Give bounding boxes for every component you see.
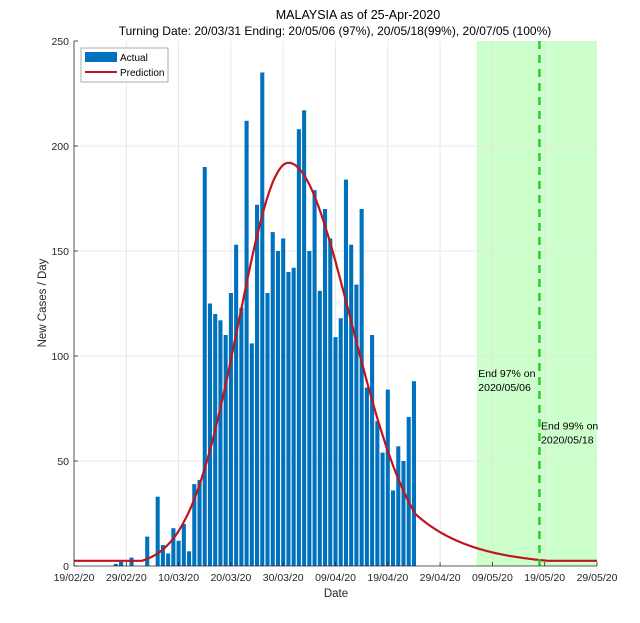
bar-actual bbox=[401, 461, 406, 566]
bar-actual bbox=[119, 561, 124, 566]
bar-actual bbox=[359, 209, 364, 566]
actual-bars bbox=[113, 72, 416, 567]
prediction-curve-group bbox=[74, 161, 597, 562]
y-tick-label: 0 bbox=[63, 561, 69, 573]
x-tick-label: 29/04/20 bbox=[420, 572, 461, 584]
bar-actual bbox=[275, 251, 281, 566]
bar-actual bbox=[239, 307, 244, 566]
end-region-shading bbox=[476, 41, 597, 566]
bar-actual bbox=[228, 293, 233, 566]
x-tick-label: 19/05/20 bbox=[524, 572, 565, 584]
annotation-text: 2020/05/18 bbox=[541, 435, 594, 447]
bar-actual bbox=[312, 190, 317, 566]
bar-actual bbox=[155, 496, 160, 566]
legend: Actual Prediction bbox=[80, 47, 169, 83]
bar-actual bbox=[390, 490, 396, 566]
bar-actual bbox=[281, 238, 286, 566]
bar-actual bbox=[385, 389, 390, 566]
bar-actual bbox=[171, 528, 176, 566]
y-tick-label: 100 bbox=[51, 351, 69, 363]
bar-actual bbox=[234, 244, 239, 566]
bar-actual bbox=[187, 551, 192, 566]
bar-actual bbox=[375, 421, 380, 566]
annotation-text: 2020/05/06 bbox=[478, 382, 531, 394]
chart-title: MALAYSIA as of 25-Apr-2020 bbox=[276, 8, 440, 22]
bar-actual bbox=[260, 72, 265, 566]
bar-actual bbox=[406, 416, 411, 566]
bar-actual bbox=[223, 335, 228, 566]
bar-actual bbox=[307, 251, 312, 566]
end-region-rect bbox=[476, 41, 597, 566]
x-tick-label: 09/05/20 bbox=[472, 572, 513, 584]
bar-actual bbox=[323, 209, 328, 566]
x-axis-label: Date bbox=[324, 588, 348, 600]
x-tick-label: 19/04/20 bbox=[367, 572, 408, 584]
x-tick-label: 19/02/20 bbox=[54, 572, 95, 584]
bar-actual bbox=[364, 387, 369, 566]
x-tick-label: 29/02/20 bbox=[106, 572, 147, 584]
bar-actual bbox=[296, 129, 301, 566]
bar-actual bbox=[181, 524, 186, 566]
x-tick-label: 10/03/20 bbox=[158, 572, 199, 584]
bar-actual bbox=[286, 272, 291, 566]
bar-actual bbox=[270, 232, 275, 566]
bar-actual bbox=[411, 381, 416, 566]
axes bbox=[73, 40, 598, 567]
bar-actual bbox=[244, 120, 249, 567]
bar-actual bbox=[197, 479, 202, 566]
annotation-text: End 99% on bbox=[541, 421, 598, 433]
tick-labels: 0 50 100 150 200 250 19/02/20 29/02/20 10/03/20 2… bbox=[51, 36, 617, 584]
x-tick-label: 20/03/20 bbox=[210, 572, 251, 584]
bar-actual bbox=[145, 536, 150, 566]
bar-actual bbox=[166, 553, 171, 566]
y-tick-label: 50 bbox=[57, 456, 69, 468]
bar-actual bbox=[333, 337, 338, 566]
y-tick-label: 250 bbox=[51, 36, 69, 48]
bar-actual bbox=[213, 314, 218, 566]
bar-actual bbox=[207, 303, 213, 566]
bar-actual bbox=[255, 204, 260, 567]
y-axis-label: New Cases / Day bbox=[37, 258, 49, 347]
y-tick-label: 200 bbox=[51, 141, 69, 153]
x-tick-label: 09/04/20 bbox=[315, 572, 356, 584]
x-tick-label: 29/05/20 bbox=[577, 572, 618, 584]
bar-actual bbox=[113, 563, 118, 566]
legend-swatch-actual bbox=[85, 52, 117, 62]
legend-label-actual: Actual bbox=[120, 53, 148, 64]
bar-actual bbox=[328, 238, 333, 566]
bar-actual bbox=[370, 335, 375, 566]
bar-actual bbox=[218, 320, 223, 566]
bar-actual bbox=[396, 446, 401, 566]
annotation-text: End 97% on bbox=[478, 368, 535, 380]
bar-actual bbox=[343, 179, 348, 566]
chart-subtitle: Turning Date: 20/03/31 Ending: 20/05/06 … bbox=[119, 24, 552, 38]
prediction-curve bbox=[74, 161, 597, 562]
bar-actual bbox=[160, 545, 165, 566]
bar-actual bbox=[302, 110, 307, 567]
x-tick-label: 30/03/20 bbox=[263, 572, 304, 584]
bar-actual bbox=[265, 293, 270, 566]
bar-actual bbox=[291, 267, 296, 566]
bar-actual bbox=[202, 167, 207, 566]
legend-label-prediction: Prediction bbox=[120, 68, 164, 79]
y-tick-label: 150 bbox=[51, 246, 69, 258]
bar-actual bbox=[349, 244, 354, 566]
bar-actual bbox=[380, 452, 385, 566]
bar-actual bbox=[338, 318, 343, 566]
bar-actual bbox=[249, 343, 254, 566]
bar-actual bbox=[354, 284, 359, 566]
bar-actual bbox=[176, 540, 181, 566]
bar-actual bbox=[192, 484, 197, 566]
bar-actual bbox=[317, 290, 322, 566]
annotations: End 97% on 2020/05/06 End 99% on 2020/05/18 bbox=[478, 368, 598, 447]
